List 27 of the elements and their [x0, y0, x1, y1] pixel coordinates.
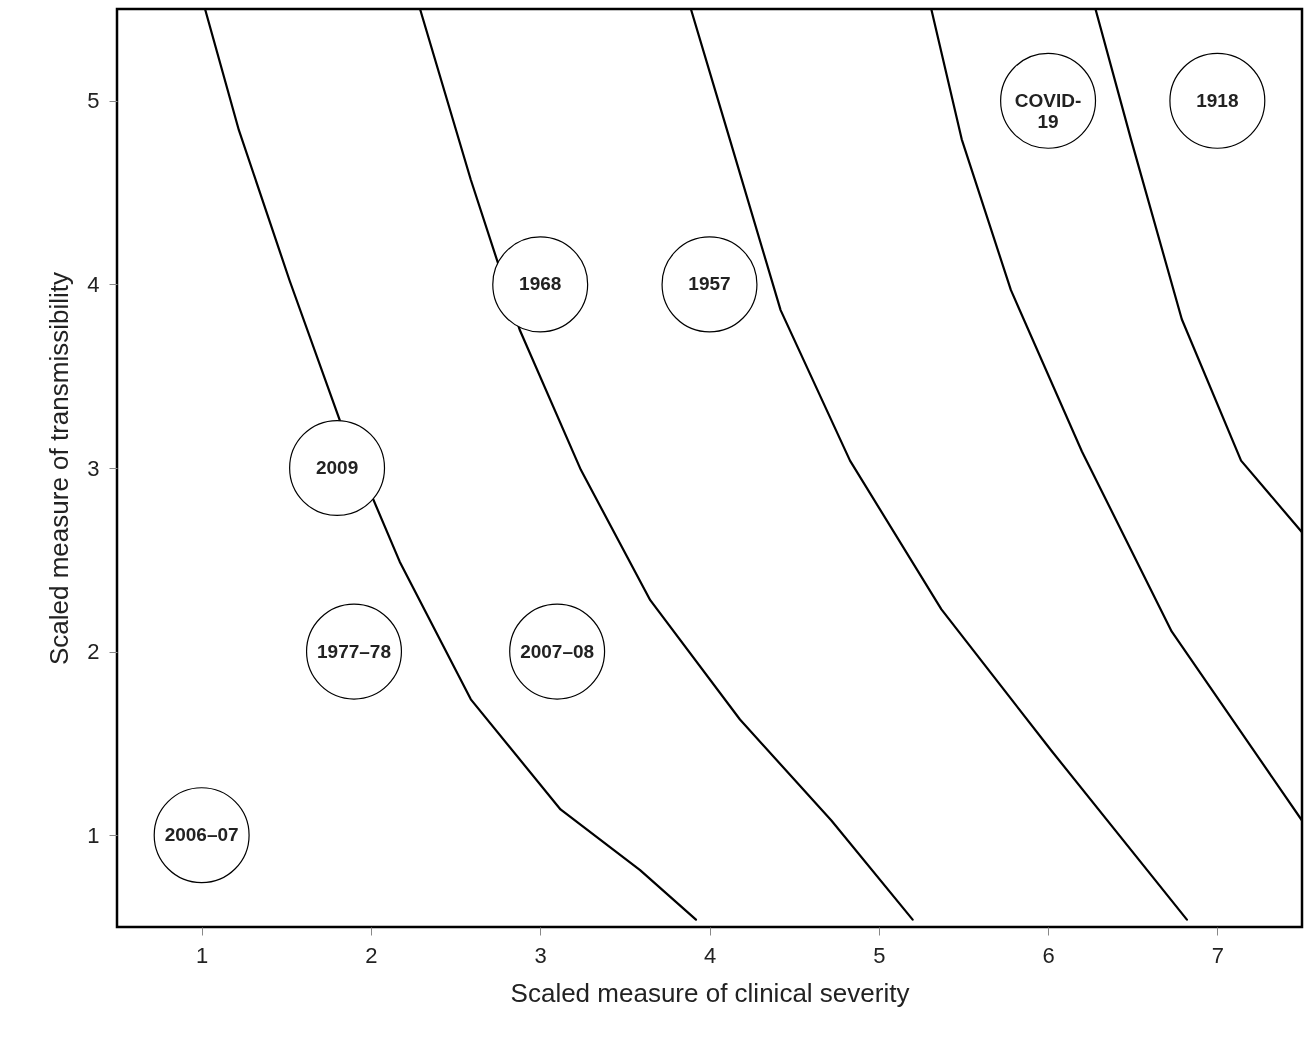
annotation: 1957	[688, 273, 731, 295]
x-tick-label: 2	[365, 942, 378, 968]
annotation: 2007–08	[520, 640, 595, 662]
point	[661, 236, 758, 333]
point	[305, 603, 403, 700]
annotation: 2006–07	[164, 824, 239, 846]
x-tick-label: 6	[1042, 942, 1055, 968]
x-tick-label: 4	[703, 942, 717, 968]
x-tick-label: 3	[534, 942, 547, 968]
x-axis-title: Scaled measure of clinical severity	[510, 977, 910, 1008]
annotation: COVID-19	[1014, 89, 1082, 132]
annotation: 2009	[315, 457, 359, 478]
point	[289, 420, 386, 516]
y-tick-label: 5	[87, 88, 100, 114]
y-tick-label: 3	[87, 455, 100, 481]
point	[492, 236, 589, 333]
point	[1169, 52, 1266, 149]
x-tick-label: 1	[196, 942, 209, 968]
x-tick-label: 7	[1211, 942, 1224, 968]
annotation: 1968	[519, 273, 562, 295]
y-tick-label: 4	[87, 271, 100, 297]
y-tick-label: 2	[87, 639, 100, 665]
y-tick-label: 1	[87, 822, 100, 848]
x-tick-label: 5	[873, 942, 886, 968]
y-axis-title: Scaled measure of transmissibility	[44, 271, 75, 666]
annotation: 1977–78	[317, 640, 391, 662]
annotation: 1918	[1196, 89, 1239, 111]
